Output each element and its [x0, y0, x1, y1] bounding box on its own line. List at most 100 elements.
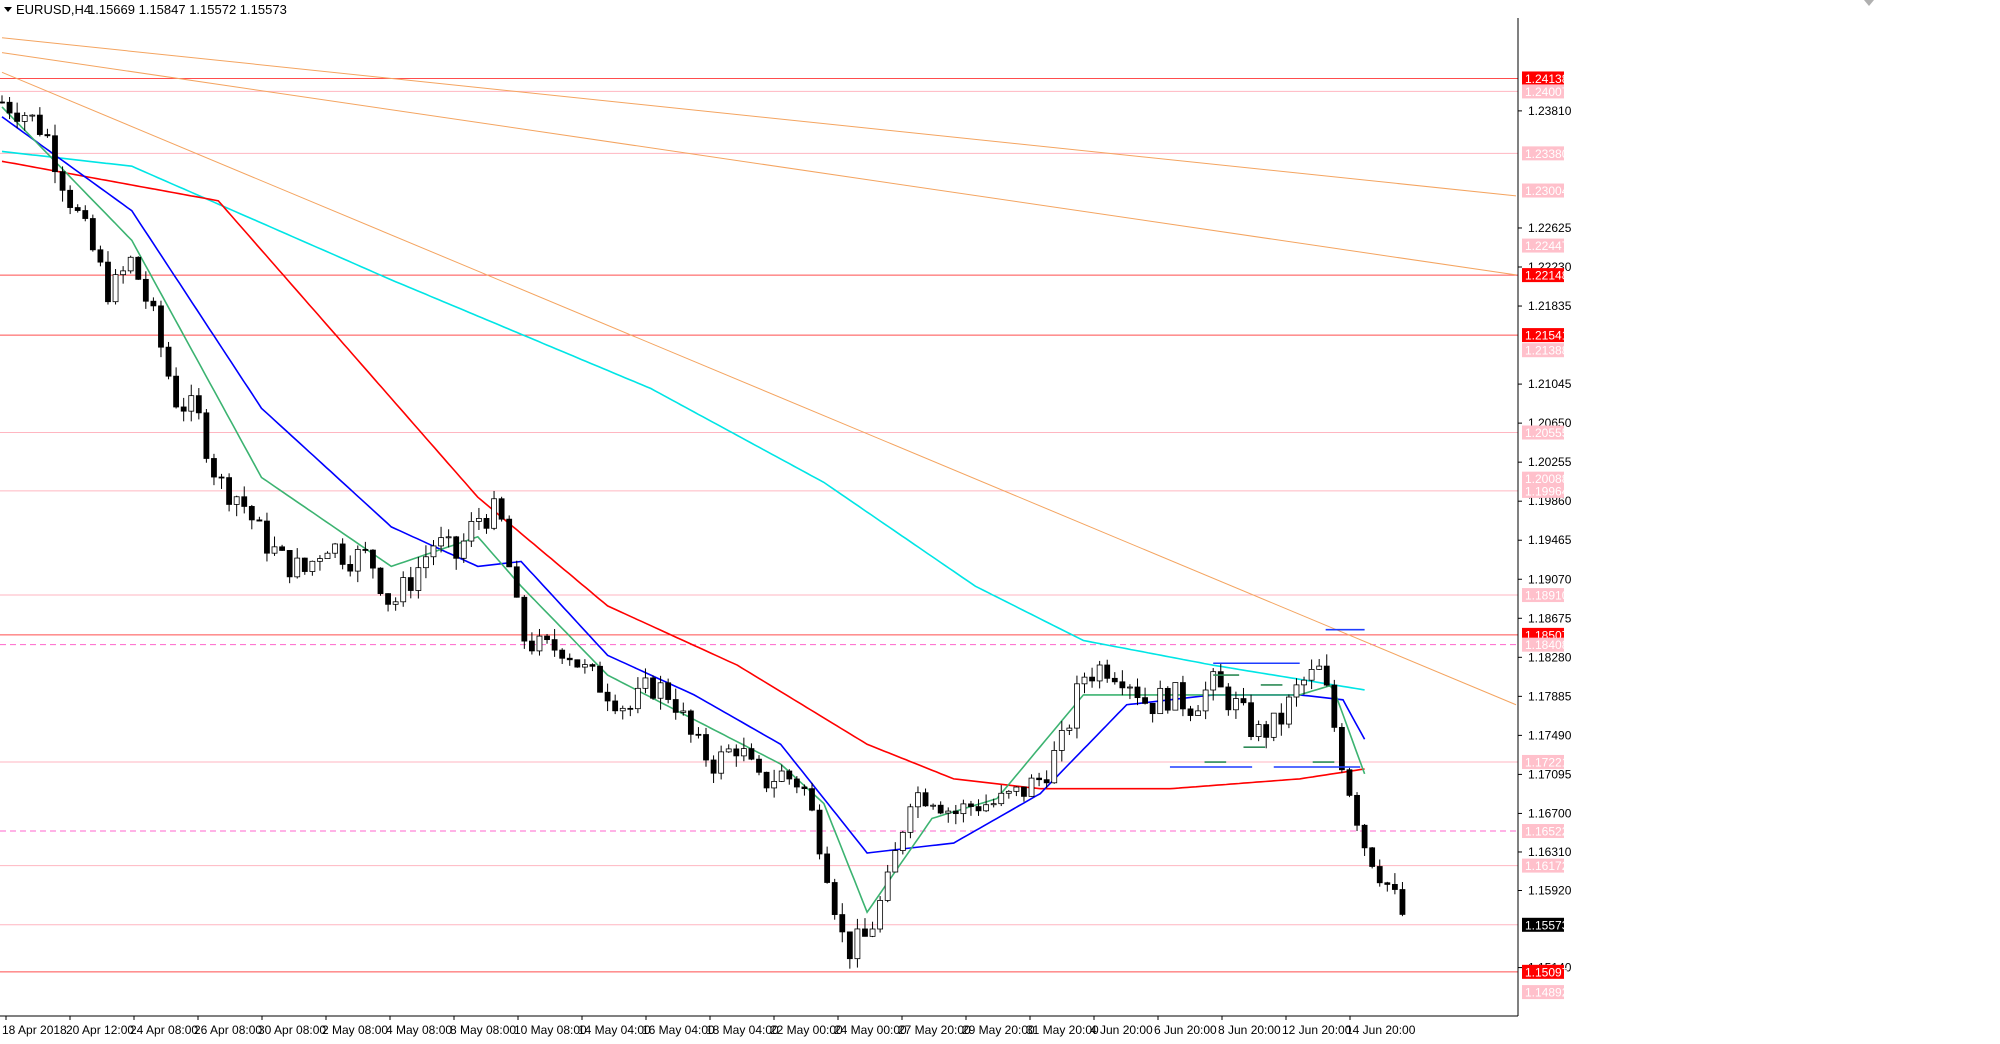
candle-body — [604, 691, 611, 702]
candle-body — [1096, 664, 1103, 682]
symbol-menu-chevron-icon[interactable] — [4, 7, 12, 12]
y-tick-label: 1.17885 — [1528, 689, 1572, 703]
candle-body — [544, 635, 550, 641]
candle-body — [952, 810, 959, 815]
candle-body — [672, 699, 679, 713]
candle-body — [748, 748, 755, 760]
candle-body — [1187, 708, 1194, 716]
x-tick-label: 18 May 04:00 — [706, 1023, 779, 1037]
candle-body — [1217, 671, 1224, 688]
price-label: 1.23004 — [1525, 184, 1569, 198]
candle-body — [438, 537, 444, 547]
candle-body — [1248, 702, 1254, 737]
price-label: 1.17221 — [1525, 755, 1569, 769]
candle-body — [839, 914, 846, 933]
y-tick-label: 1.22625 — [1528, 221, 1572, 235]
candle-body — [1376, 866, 1383, 884]
candle-body — [968, 803, 974, 807]
candle-body — [445, 536, 452, 539]
candle-body — [385, 593, 391, 605]
candle-body — [733, 748, 740, 757]
candle-body — [135, 256, 142, 280]
candle-body — [1270, 712, 1277, 738]
price-label: 1.16522 — [1525, 825, 1569, 839]
chart-shift-marker-icon[interactable] — [1864, 0, 1874, 6]
candle-body — [97, 249, 104, 263]
candle-body — [362, 549, 369, 551]
x-tick-label: 22 May 00:00 — [770, 1023, 843, 1037]
y-tick-label: 1.19465 — [1528, 533, 1572, 547]
candle-body — [1119, 681, 1126, 689]
candle-body — [892, 850, 899, 873]
price-label-box — [1522, 328, 1564, 343]
candle-body — [1005, 790, 1012, 794]
candle-body — [574, 659, 581, 668]
candle-body — [415, 567, 422, 591]
candle-body — [120, 270, 127, 276]
candle-body — [1149, 702, 1156, 715]
x-tick-label: 12 Jun 20:00 — [1282, 1023, 1352, 1037]
candle-body — [778, 770, 785, 782]
candle-body — [241, 496, 248, 507]
price-label: 1.15097 — [1525, 965, 1569, 979]
candle-body — [1134, 686, 1141, 699]
candle-body — [294, 557, 301, 578]
price-label: 1.24138 — [1525, 72, 1569, 86]
candle-body — [460, 540, 467, 559]
x-tick-label: 14 May 04:00 — [578, 1023, 651, 1037]
candle-body — [491, 498, 497, 529]
price-label-box — [1522, 754, 1564, 769]
candle-body — [1172, 682, 1179, 711]
candle-body — [392, 601, 399, 605]
candle-body — [324, 552, 331, 559]
candle-body — [1210, 671, 1217, 691]
candle-body — [1225, 686, 1232, 711]
price-label-box — [1522, 238, 1564, 253]
y-tick-label: 1.16700 — [1528, 806, 1572, 820]
price-label-box — [1522, 471, 1564, 486]
candle-body — [1066, 727, 1073, 731]
candle-body — [566, 657, 573, 661]
price-label: 1.14892 — [1525, 986, 1569, 1000]
candle-body — [453, 536, 460, 559]
candle-body — [725, 748, 732, 753]
price-label: 1.20088 — [1525, 472, 1569, 486]
x-tick-label: 18 Apr 2018 — [2, 1023, 67, 1037]
candle-body — [680, 710, 687, 713]
y-tick-label: 1.18675 — [1528, 611, 1572, 625]
candle-body — [740, 748, 747, 757]
y-tick-label: 1.17490 — [1528, 728, 1572, 742]
candle-body — [74, 207, 81, 211]
candle-body — [756, 758, 762, 773]
candle-body — [301, 557, 308, 572]
candle-body — [89, 218, 96, 251]
x-tick-label: 4 Jun 20:00 — [1090, 1023, 1153, 1037]
candles — [0, 95, 1406, 969]
candle-body — [816, 809, 823, 855]
candle-body — [423, 556, 429, 569]
price-label-box — [1522, 985, 1564, 1000]
candle-body — [627, 707, 634, 710]
candle-body — [801, 786, 808, 790]
price-label: 1.23380 — [1525, 147, 1569, 161]
candle-body — [1074, 683, 1080, 729]
candle-body — [1104, 664, 1111, 679]
candle-body — [1286, 696, 1292, 725]
candle-body — [1255, 724, 1262, 737]
candle-body — [1051, 750, 1058, 784]
price-label: 1.18408 — [1525, 638, 1569, 652]
candle-body — [286, 550, 293, 578]
candle-body — [150, 300, 157, 307]
candle-body — [377, 567, 384, 594]
x-tick-label: 2 May 08:00 — [322, 1023, 388, 1037]
candle-body — [1157, 687, 1164, 715]
candle-body — [1369, 847, 1376, 867]
candle-body — [831, 882, 838, 915]
candle-body — [317, 558, 323, 562]
candle-body — [218, 476, 225, 479]
price-label-box — [1522, 637, 1564, 652]
y-tick-label: 1.18280 — [1528, 650, 1572, 664]
